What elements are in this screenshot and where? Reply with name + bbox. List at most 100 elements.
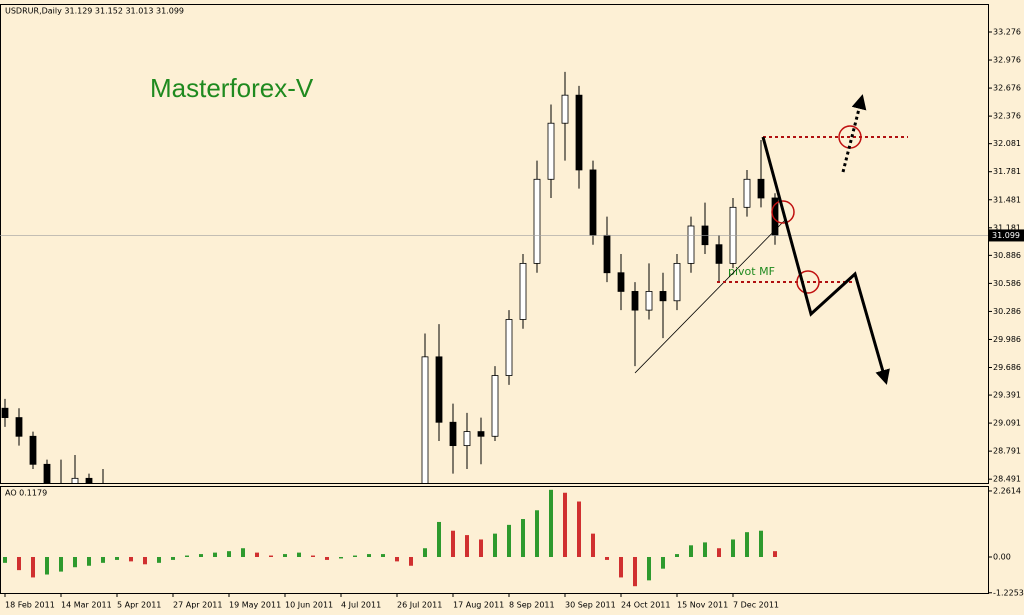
ao-bar (507, 524, 511, 557)
forecast-arrow (761, 136, 890, 385)
candle-body (29, 435, 37, 465)
ao-bar (591, 533, 595, 557)
x-tick-label: 7 Dec 2011 (733, 601, 779, 610)
ao-bar (423, 548, 427, 557)
y-tick-label: 32.976 (993, 56, 1021, 65)
ao-bar (745, 532, 749, 557)
ao-bar (115, 556, 119, 560)
header: USDRUR,Daily 31.129 31.152 31.013 31.099 (5, 7, 184, 16)
candle-body (505, 319, 513, 376)
y-tick-label: 32.376 (993, 112, 1021, 121)
ao-bar (213, 552, 217, 557)
y-tick-label: 29.091 (993, 419, 1021, 428)
ao-bar (297, 552, 301, 557)
ao-bar (269, 555, 273, 557)
ao-bar (17, 556, 21, 571)
ao-panel (0, 486, 989, 594)
candle-body (687, 225, 695, 264)
x-tick-label: 4 Jul 2011 (341, 601, 381, 610)
ao-bar (143, 556, 147, 565)
y-tick-label: 2.2614 (993, 486, 1021, 495)
candle-body (519, 262, 527, 320)
x-tick-label: 17 Aug 2011 (453, 601, 504, 610)
ao-bar (773, 551, 777, 557)
x-tick-label: 30 Sep 2011 (565, 601, 616, 610)
candle-body (603, 234, 611, 274)
ao-bar (227, 551, 231, 557)
candle-body (757, 178, 765, 199)
x-tick-label: 5 Apr 2011 (117, 601, 161, 610)
ao-bar (731, 539, 735, 557)
ao-bar (129, 556, 133, 562)
ao-bar (87, 556, 91, 566)
candle-body (659, 291, 667, 302)
ao-bar (339, 556, 343, 559)
ao-bar (703, 542, 707, 557)
candle-body (715, 244, 723, 264)
ao-bar (479, 539, 483, 557)
x-tick-label: 27 Apr 2011 (173, 601, 222, 610)
alt-arrow (841, 94, 867, 173)
ao-bar (535, 510, 539, 557)
ao-bar (31, 556, 35, 578)
candle-body (645, 291, 653, 311)
y-tick-label: 30.586 (993, 279, 1021, 288)
ao-bar (3, 556, 7, 563)
ao-bar (521, 519, 525, 557)
ao-bar (395, 556, 399, 562)
candle-body (589, 169, 597, 236)
ao-bar (493, 533, 497, 557)
candle-body (85, 477, 93, 483)
ao-bar (647, 556, 651, 581)
pivot-label: pivot MF (728, 265, 775, 278)
last-price-label: 31.099 (992, 231, 1020, 240)
ao-bar (199, 554, 203, 557)
circle (771, 200, 795, 224)
ao-bar (549, 489, 553, 557)
x-tick-label: 10 Jun 2011 (285, 601, 333, 610)
ao-bar (717, 548, 721, 557)
x-tick-label: 19 May 2011 (229, 601, 281, 610)
y-tick-label: 30.286 (993, 307, 1021, 316)
ao-bar (325, 556, 329, 560)
ao-bar (157, 556, 161, 563)
x-tick-label: 14 Mar 2011 (61, 601, 112, 610)
candle-body (743, 178, 751, 208)
ao-bar (633, 556, 637, 587)
candle-body (575, 94, 583, 171)
y-tick-label: 33.276 (993, 28, 1021, 37)
candle-body (631, 291, 639, 311)
candle-body (561, 94, 569, 124)
candle-body (547, 122, 555, 180)
candle-body (533, 178, 541, 264)
ao-bar (311, 555, 315, 557)
y-tick-label: 31.781 (993, 167, 1021, 176)
x-tick-label: 26 Jul 2011 (397, 601, 442, 610)
ao-bar (619, 556, 623, 578)
ao-label: AO 0.1179 (5, 489, 47, 498)
y-tick-label: 28.491 (993, 475, 1021, 484)
ao-bar (171, 556, 175, 560)
last-price-box (989, 229, 1024, 242)
y-tick-label: 29.391 (993, 391, 1021, 400)
ao-bar (367, 554, 371, 557)
candle-body (463, 431, 471, 447)
y-tick-label: 32.081 (993, 139, 1021, 148)
annotations (634, 94, 908, 385)
watermark-title: Masterforex-V (150, 73, 314, 103)
y-tick-label: 31.181 (993, 223, 1021, 232)
ao-bar (661, 556, 665, 569)
ao-bar (409, 556, 413, 566)
price-panel (0, 4, 989, 484)
ao-bar (73, 556, 77, 568)
y-tick-label: 32.676 (993, 84, 1021, 93)
candle-body (673, 262, 681, 302)
ao-bar (255, 552, 259, 557)
candle-body (449, 421, 457, 447)
x-tick-label: 24 Oct 2011 (621, 601, 670, 610)
candle-body (15, 417, 23, 437)
y-tick-label: 31.481 (993, 195, 1021, 204)
ao-bar (45, 556, 49, 575)
y-tick-label: 0.00 (993, 552, 1011, 561)
